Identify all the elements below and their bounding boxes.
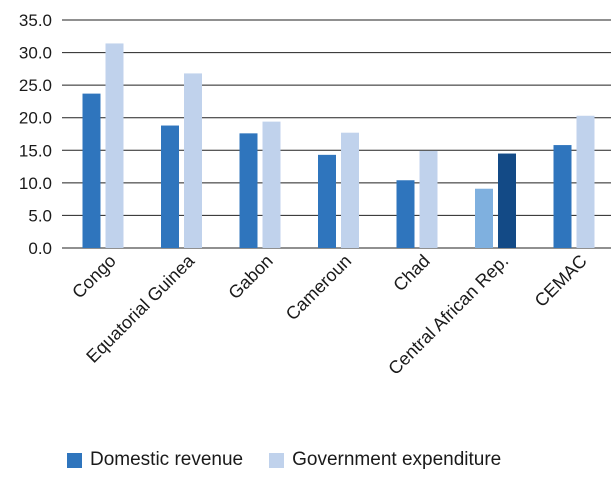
y-tick-label: 0.0	[28, 239, 52, 258]
bar-domestic-revenue-0	[82, 93, 101, 249]
y-tick-label: 30.0	[19, 44, 52, 63]
legend-item-government-expenditure: Government expenditure	[269, 449, 501, 471]
legend-swatch-domestic-revenue	[67, 452, 82, 468]
x-category-label: CEMAC	[531, 251, 591, 311]
y-tick-label: 20.0	[19, 109, 52, 128]
legend-item-domestic-revenue: Domestic revenue	[67, 449, 243, 471]
bar-domestic-revenue-3	[318, 154, 336, 248]
x-category-label: Congo	[68, 251, 120, 303]
bar-domestic-revenue-4	[396, 180, 415, 248]
x-category-label: Gabon	[224, 251, 276, 303]
bar-government-expenditure-0	[105, 43, 124, 248]
bars	[82, 43, 595, 249]
bar-government-expenditure-5	[498, 153, 516, 248]
y-tick-label: 10.0	[19, 174, 52, 193]
bar-domestic-revenue-2	[239, 133, 258, 248]
bar-chart: 0.05.010.015.020.025.030.035.0 CongoEqua…	[19, 11, 611, 379]
bar-domestic-revenue-6	[553, 145, 572, 248]
legend-label-domestic-revenue: Domestic revenue	[90, 449, 244, 470]
y-tick-label: 35.0	[19, 11, 52, 30]
x-category-label: Cameroun	[282, 251, 356, 325]
bar-domestic-revenue-5	[475, 188, 493, 248]
gridlines	[62, 19, 611, 249]
y-tick-label: 5.0	[28, 206, 52, 225]
legend-label-government-expenditure: Government expenditure	[292, 449, 502, 470]
y-tick-label: 15.0	[19, 141, 52, 160]
y-tick-label: 25.0	[19, 76, 52, 95]
x-category-label: Chad	[389, 251, 434, 296]
bar-government-expenditure-3	[341, 132, 359, 248]
legend-swatch-government-expenditure	[269, 452, 285, 468]
bar-domestic-revenue-1	[161, 125, 179, 248]
bar-government-expenditure-2	[262, 121, 281, 248]
legend: Domestic revenue Government expenditure	[67, 448, 527, 472]
y-axis-tick-labels: 0.0 5.0 10.0 15.0 20.0 25.0 30.0 35.0	[19, 11, 52, 258]
bar-government-expenditure-1	[184, 73, 202, 248]
bar-government-expenditure-6	[576, 115, 595, 248]
bar-government-expenditure-4	[419, 150, 438, 248]
